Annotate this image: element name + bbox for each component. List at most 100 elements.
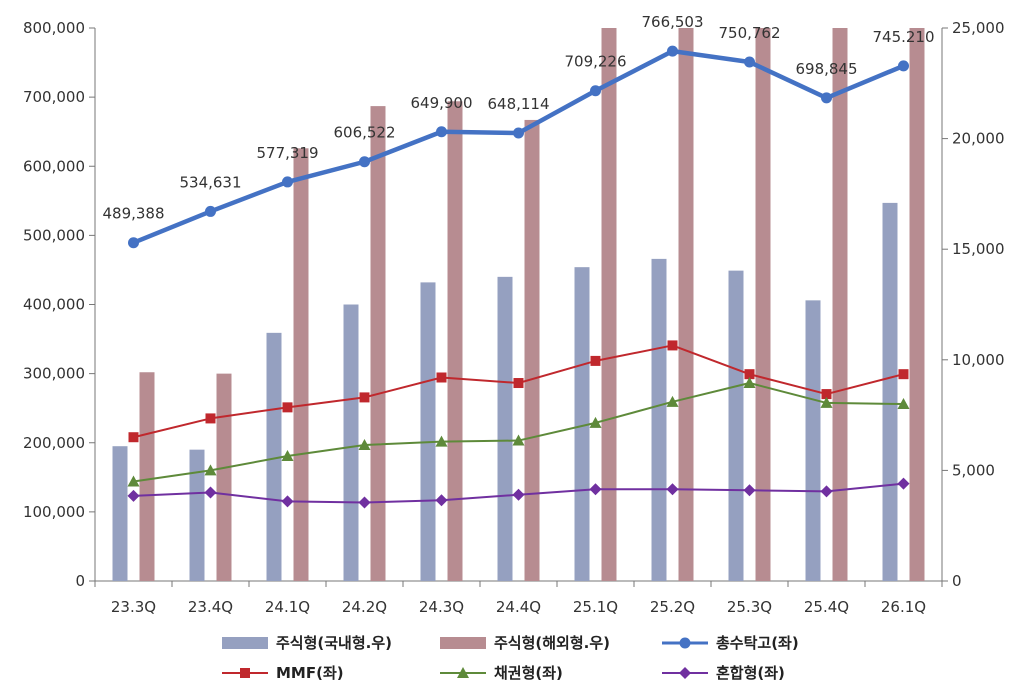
bond-point	[666, 395, 679, 407]
mmf-point	[128, 432, 139, 443]
legend-item: 주식형(해외형.우)	[440, 634, 610, 652]
x-tick-label: 26.1Q	[881, 598, 926, 616]
mmf-point	[282, 402, 293, 413]
mmf-point	[359, 392, 370, 403]
bond-point	[435, 435, 448, 447]
legend: 주식형(국내형.우) 주식형(해외형.우) 총수탁고(좌) MMF(좌) 채권형(좌) 혼…	[222, 634, 799, 682]
mixed-point	[666, 483, 679, 496]
total-aum-point	[359, 156, 370, 168]
mmf-line	[133, 344, 904, 439]
legend-swatch-marker	[457, 667, 469, 678]
legend-item: MMF(좌)	[222, 664, 344, 682]
total-aum-line	[132, 48, 905, 245]
bar-domestic-equity	[574, 267, 590, 581]
mixed-point	[512, 488, 525, 501]
mixed-point	[897, 477, 910, 490]
bar-domestic-equity	[189, 449, 205, 581]
bar-domestic-equity	[420, 282, 436, 581]
bar-domestic-equity	[882, 202, 898, 582]
total-aum-data-label: 649,900	[410, 94, 472, 112]
x-tick-label: 24.1Q	[265, 598, 310, 616]
y-right-tick-label: 10,000	[952, 351, 1005, 369]
bar-overseas-equity	[909, 28, 925, 581]
mixed-point	[820, 485, 833, 498]
x-tick-label: 23.4Q	[188, 598, 233, 616]
total-aum-data-label: 489,388	[102, 205, 164, 223]
bond-point	[204, 464, 217, 476]
mmf-point	[821, 389, 832, 400]
legend-label: 총수탁고(좌)	[716, 634, 799, 652]
mixed-point	[435, 494, 448, 507]
legend-label: 혼합형(좌)	[716, 664, 785, 682]
bar-overseas-equity	[216, 373, 232, 581]
bars	[112, 28, 925, 582]
legend-swatch-marker	[240, 668, 250, 678]
data-labels: 489,388 534,631 577,319 606,522 649,900 648,1…	[102, 13, 934, 223]
total-aum-data-label: 534,631	[179, 173, 241, 191]
legend-item: 채권형(좌)	[440, 664, 563, 682]
x-tick-label: 23.3Q	[111, 598, 156, 616]
total-aum-data-label: 648,114	[487, 95, 549, 113]
total-aum-data-label: 577,319	[256, 144, 318, 162]
mixed-point	[358, 496, 371, 509]
mixed-point	[589, 483, 602, 496]
bar-domestic-equity	[497, 276, 513, 581]
mixed-point	[127, 489, 140, 502]
total-aum-point	[513, 127, 524, 139]
total-aum-point	[128, 237, 139, 249]
legend-swatch-marker	[679, 667, 691, 679]
mmf-point	[744, 369, 755, 380]
total-aum-data-label: 745.210	[872, 28, 934, 46]
total-aum-point	[667, 45, 678, 57]
axes: 0 100,000 200,000 300,000 400,000 500,000 600,…	[23, 19, 1005, 616]
bond-point	[589, 416, 602, 428]
lines	[127, 45, 910, 509]
bar-overseas-equity	[832, 28, 848, 581]
x-tick-label: 24.4Q	[496, 598, 541, 616]
total-aum-data-label: 709,226	[564, 53, 626, 71]
bar-overseas-equity	[293, 148, 309, 581]
bar-overseas-equity	[524, 119, 540, 581]
bar-domestic-equity	[651, 258, 667, 581]
y-right-tick-label: 15,000	[952, 240, 1005, 258]
bar-domestic-equity	[266, 332, 282, 581]
y-left-tick-label: 100,000	[23, 503, 85, 521]
bond-point	[820, 396, 833, 408]
mixed-point	[743, 484, 756, 497]
mmf-point	[205, 413, 216, 424]
y-left-tick-label: 600,000	[23, 157, 85, 175]
x-tick-label: 25.4Q	[804, 598, 849, 616]
total-aum-point	[436, 126, 447, 138]
bar-overseas-equity	[139, 372, 155, 581]
y-right-tick-label: 20,000	[952, 130, 1005, 148]
y-left-tick-label: 400,000	[23, 296, 85, 314]
x-tick-label: 25.1Q	[573, 598, 618, 616]
bar-overseas-equity	[601, 28, 617, 581]
y-left-tick-label: 800,000	[23, 19, 85, 37]
bond-point	[512, 434, 525, 446]
total-aum-point	[282, 176, 293, 188]
total-aum-point	[821, 92, 832, 104]
y-left-tick-label: 300,000	[23, 365, 85, 383]
mmf-point	[898, 369, 909, 380]
bond-line	[133, 382, 904, 483]
mmf-point	[667, 340, 678, 351]
bond-point	[127, 475, 140, 487]
total-aum-point	[205, 205, 216, 217]
y-left-tick-label: 0	[75, 572, 85, 590]
bar-overseas-equity	[447, 101, 463, 582]
mmf-point	[513, 378, 524, 389]
x-tick-label: 24.2Q	[342, 598, 387, 616]
mmf-point	[590, 355, 601, 366]
legend-item: 총수탁고(좌)	[662, 634, 799, 652]
total-aum-point	[744, 56, 755, 68]
bond-point	[358, 438, 371, 450]
bar-domestic-equity	[112, 446, 128, 581]
total-aum-data-label: 750,762	[718, 24, 780, 42]
y-left-tick-label: 700,000	[23, 88, 85, 106]
total-aum-data-label: 766,503	[641, 13, 703, 31]
legend-label: 채권형(좌)	[494, 664, 563, 682]
total-aum-data-label: 698,845	[795, 60, 857, 78]
y-right-tick-label: 0	[952, 572, 962, 590]
